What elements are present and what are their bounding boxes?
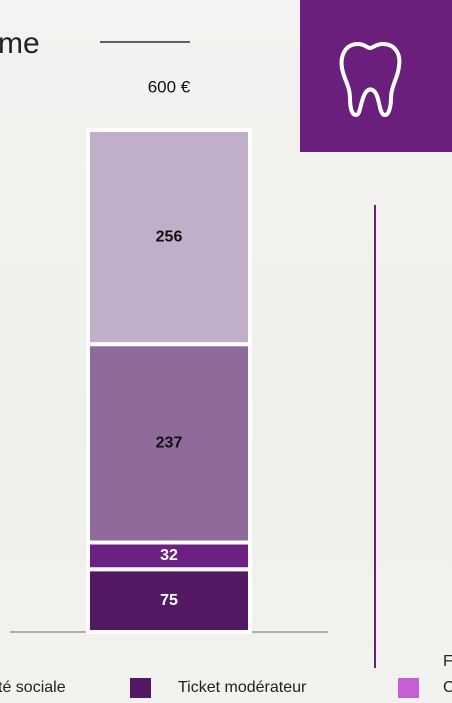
legend-swatch [130,678,151,698]
icon-box [300,0,452,152]
data-label: 75 [160,592,178,609]
legend-swatch [398,678,419,698]
legend-label: Ticket modérateur [178,679,307,696]
legend-label: F [443,653,452,670]
data-label: 237 [156,435,183,452]
bar-segment [86,540,252,572]
legend-label: C [443,679,452,696]
legend-label: té sociale [0,679,66,696]
data-label: 256 [156,228,183,245]
total-label: 600 € [148,77,191,96]
bar-segment [86,128,252,347]
tooth-icon [339,42,402,117]
chart-title: me [0,27,40,60]
data-label: 32 [160,547,178,564]
bar-segment [86,567,252,634]
